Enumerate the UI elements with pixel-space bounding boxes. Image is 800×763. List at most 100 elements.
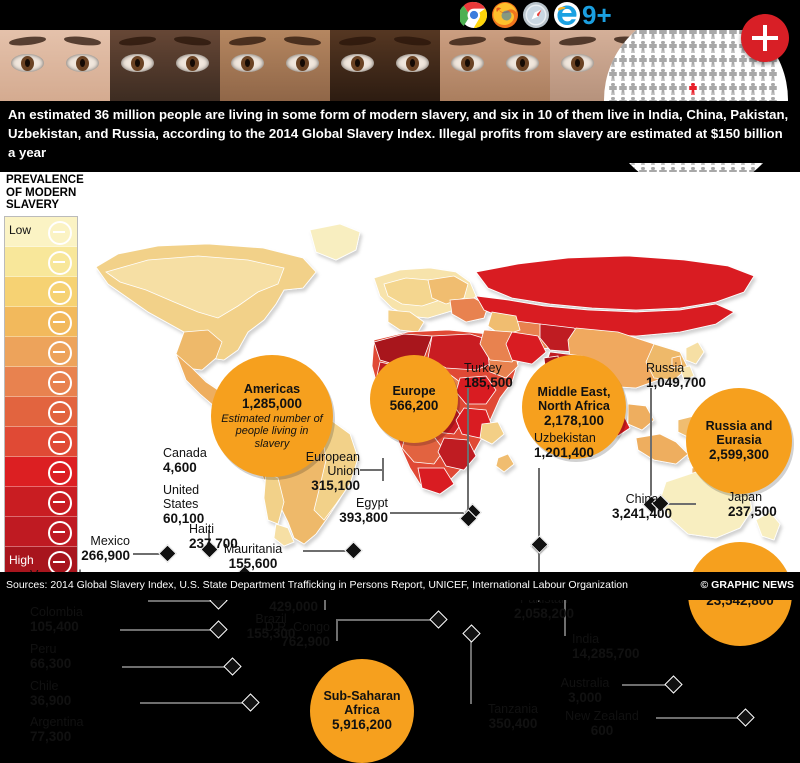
callout-colombia[interactable]: Colombia 105,400	[30, 605, 83, 634]
person-icon	[648, 40, 658, 54]
minus-icon[interactable]	[48, 250, 72, 275]
callout-australia-name: Australia	[560, 676, 610, 690]
person-icon	[698, 68, 708, 82]
callout-tanzania[interactable]: Tanzania 350,400	[470, 702, 556, 731]
callout-russia-value: 1,049,700	[646, 375, 707, 390]
person-icon	[738, 166, 748, 172]
callout-mexico-value: 266,900	[81, 548, 130, 563]
legend-low-label: Low	[9, 222, 32, 237]
person-icon	[668, 68, 678, 82]
legend-title: PREVALENCE OF MODERN SLAVERY	[6, 174, 84, 211]
bubble-sub-saharan-africa[interactable]: Sub-Saharan Africa 5,916,200	[310, 659, 414, 763]
person-icon	[668, 82, 678, 96]
callout-european-union-name: European Union	[305, 450, 360, 478]
callout-united-states[interactable]: United States 60,100	[163, 483, 213, 526]
callout-australia[interactable]: Australia 3,000	[546, 676, 624, 705]
leader-line-eu-down	[382, 469, 384, 481]
leader-line-colombia	[148, 600, 216, 602]
eye-photo-1	[0, 22, 110, 106]
callout-european-union[interactable]: European Union 315,100	[278, 450, 360, 493]
callout-turkey[interactable]: Turkey 185,500	[464, 361, 513, 390]
callout-pakistan-value: 2,058,200	[513, 606, 575, 621]
callout-india[interactable]: India 14,285,700	[572, 632, 640, 661]
person-icon	[608, 40, 618, 54]
callout-dr-congo-value: 762,900	[281, 634, 330, 649]
callout-colombia-name: Colombia	[30, 605, 83, 619]
person-icon	[758, 82, 768, 96]
internet-explorer-icon	[553, 1, 581, 29]
callout-mauritania[interactable]: Mauritania 155,600	[205, 542, 301, 571]
legend-swatch-10[interactable]	[5, 486, 77, 517]
person-icon	[638, 82, 648, 96]
bubble-russia-and-eurasia[interactable]: Russia and Eurasia 2,599,300	[686, 388, 792, 494]
legend-swatch-4[interactable]	[5, 306, 77, 337]
legend-swatch-3[interactable]	[5, 276, 77, 307]
callout-japan-name: Japan	[728, 490, 763, 504]
minus-icon[interactable]	[48, 430, 72, 455]
legend-swatch-8[interactable]	[5, 426, 77, 457]
legend-swatch-1[interactable]: Low	[5, 216, 77, 247]
legend-swatch-11[interactable]	[5, 516, 77, 547]
person-icon	[658, 82, 668, 96]
callout-russia[interactable]: Russia 1,049,700	[646, 361, 706, 390]
callout-russia-name: Russia	[646, 361, 685, 375]
callout-turkey-value: 185,500	[464, 375, 513, 390]
legend-swatch-7[interactable]	[5, 396, 77, 427]
legend-swatch-12[interactable]: High	[5, 546, 77, 576]
leader-line-drcongo-v	[336, 619, 338, 641]
person-icon	[698, 40, 708, 54]
callout-egypt-name: Egypt	[356, 496, 388, 510]
callout-mauritania-name: Mauritania	[223, 542, 283, 556]
callout-china[interactable]: China 3,241,400	[600, 492, 684, 521]
callout-mexico[interactable]: Mexico 266,900	[30, 534, 130, 563]
callout-china-value: 3,241,400	[611, 506, 673, 521]
minus-icon[interactable]	[48, 400, 72, 425]
legend-swatch-2[interactable]	[5, 246, 77, 277]
callout-dr-congo[interactable]: D.R. Congo 762,900	[224, 620, 330, 649]
minus-icon[interactable]	[48, 220, 72, 245]
callout-haiti-value: 237,700	[189, 536, 238, 551]
person-icon	[628, 166, 638, 172]
person-icon	[678, 82, 688, 96]
leader-line-eu-up	[382, 458, 384, 470]
minus-icon[interactable]	[48, 370, 72, 395]
minus-icon[interactable]	[48, 340, 72, 365]
plus-button[interactable]	[741, 14, 789, 62]
callout-haiti[interactable]: Haiti 237,700	[189, 522, 238, 551]
callout-japan[interactable]: Japan 237,500	[728, 490, 777, 519]
legend-swatch-5[interactable]	[5, 336, 77, 367]
minus-icon[interactable]	[48, 490, 72, 515]
minus-icon[interactable]	[48, 520, 72, 545]
marker-australia	[664, 675, 683, 694]
legend-swatch-6[interactable]	[5, 366, 77, 397]
chrome-icon	[460, 1, 488, 29]
minus-icon[interactable]	[48, 280, 72, 305]
standfirst-panel: An estimated 36 million people are livin…	[0, 101, 800, 163]
callout-chile[interactable]: Chile 36,900	[30, 679, 71, 708]
eyes-photo-strip	[0, 22, 660, 106]
minus-icon[interactable]	[48, 460, 72, 485]
bubble-europe[interactable]: Europe 566,200	[370, 355, 458, 443]
callout-argentina[interactable]: Argentina 77,300	[30, 715, 84, 744]
person-icon	[648, 82, 658, 96]
callout-uzbekistan[interactable]: Uzbekistan 1,201,400	[534, 431, 596, 460]
bubble-middle-east-north-africa[interactable]: Middle East, North Africa 2,178,100	[522, 355, 626, 459]
person-icon	[618, 40, 628, 54]
legend-swatch-9[interactable]	[5, 456, 77, 487]
leader-line-turkey	[467, 388, 469, 516]
eye-photo-3	[220, 22, 330, 106]
callout-new-zealand[interactable]: New Zealand 600	[548, 709, 656, 738]
person-icon	[728, 68, 738, 82]
marker-argentina	[241, 693, 260, 712]
bubble-subsaharan-value: 5,916,200	[331, 717, 393, 732]
bubble-americas[interactable]: Americas 1,285,000 Estimated number of p…	[211, 355, 333, 477]
minus-icon[interactable]	[48, 310, 72, 335]
callout-canada[interactable]: Canada 4,600	[163, 446, 207, 475]
callout-canada-name: Canada	[163, 446, 207, 460]
person-icon	[638, 68, 648, 82]
person-icon	[768, 82, 778, 96]
eye-photo-2	[110, 22, 220, 106]
callout-egypt[interactable]: Egypt 393,800	[290, 496, 388, 525]
callout-peru[interactable]: Peru 66,300	[30, 642, 71, 671]
leader-line-russia	[650, 388, 652, 502]
